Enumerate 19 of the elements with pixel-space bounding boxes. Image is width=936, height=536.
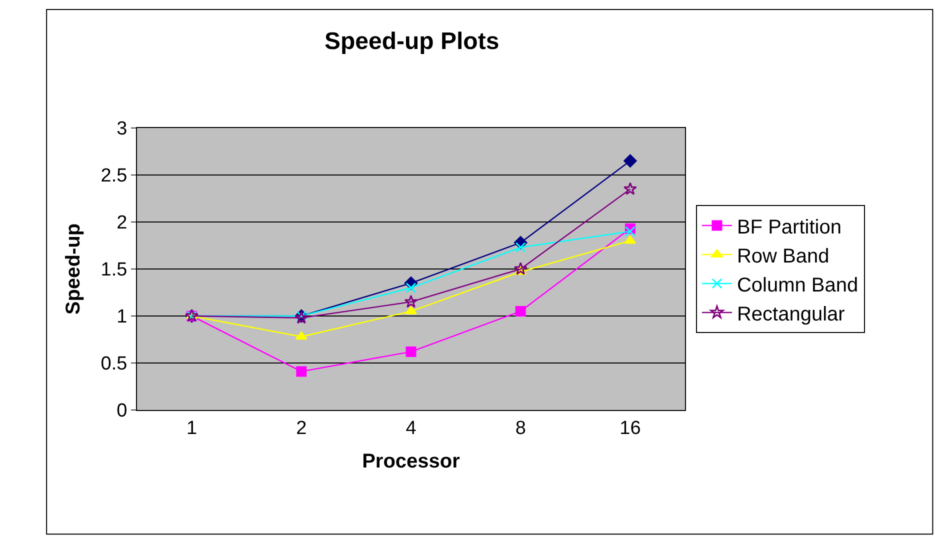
y-tick-label: 0 — [116, 400, 128, 422]
x-tick-label: 8 — [515, 418, 526, 439]
y-tick-label: 2 — [116, 212, 128, 234]
y-axis-title: Speed-up — [62, 223, 84, 315]
legend-label: Rectangular — [736, 303, 846, 326]
y-tick-label: 0.5 — [100, 354, 128, 375]
y-tick-label: 2.5 — [100, 166, 128, 187]
x-tick-label: 16 — [620, 418, 641, 439]
x-tick-label: 2 — [296, 418, 307, 439]
y-tick-label: 1.5 — [100, 260, 128, 281]
legend-label: BF Partition — [736, 216, 842, 238]
x-axis-title: Processor — [362, 450, 460, 472]
legend-label: Column Band — [736, 274, 858, 296]
legend-label: Row Band — [736, 245, 830, 268]
y-tick-label: 1 — [116, 306, 128, 328]
x-tick-label: 4 — [406, 418, 417, 439]
y-tick-label: 3 — [116, 118, 128, 140]
x-tick-label: 1 — [186, 418, 198, 439]
chart-title: Speed-up Plots — [324, 28, 500, 55]
